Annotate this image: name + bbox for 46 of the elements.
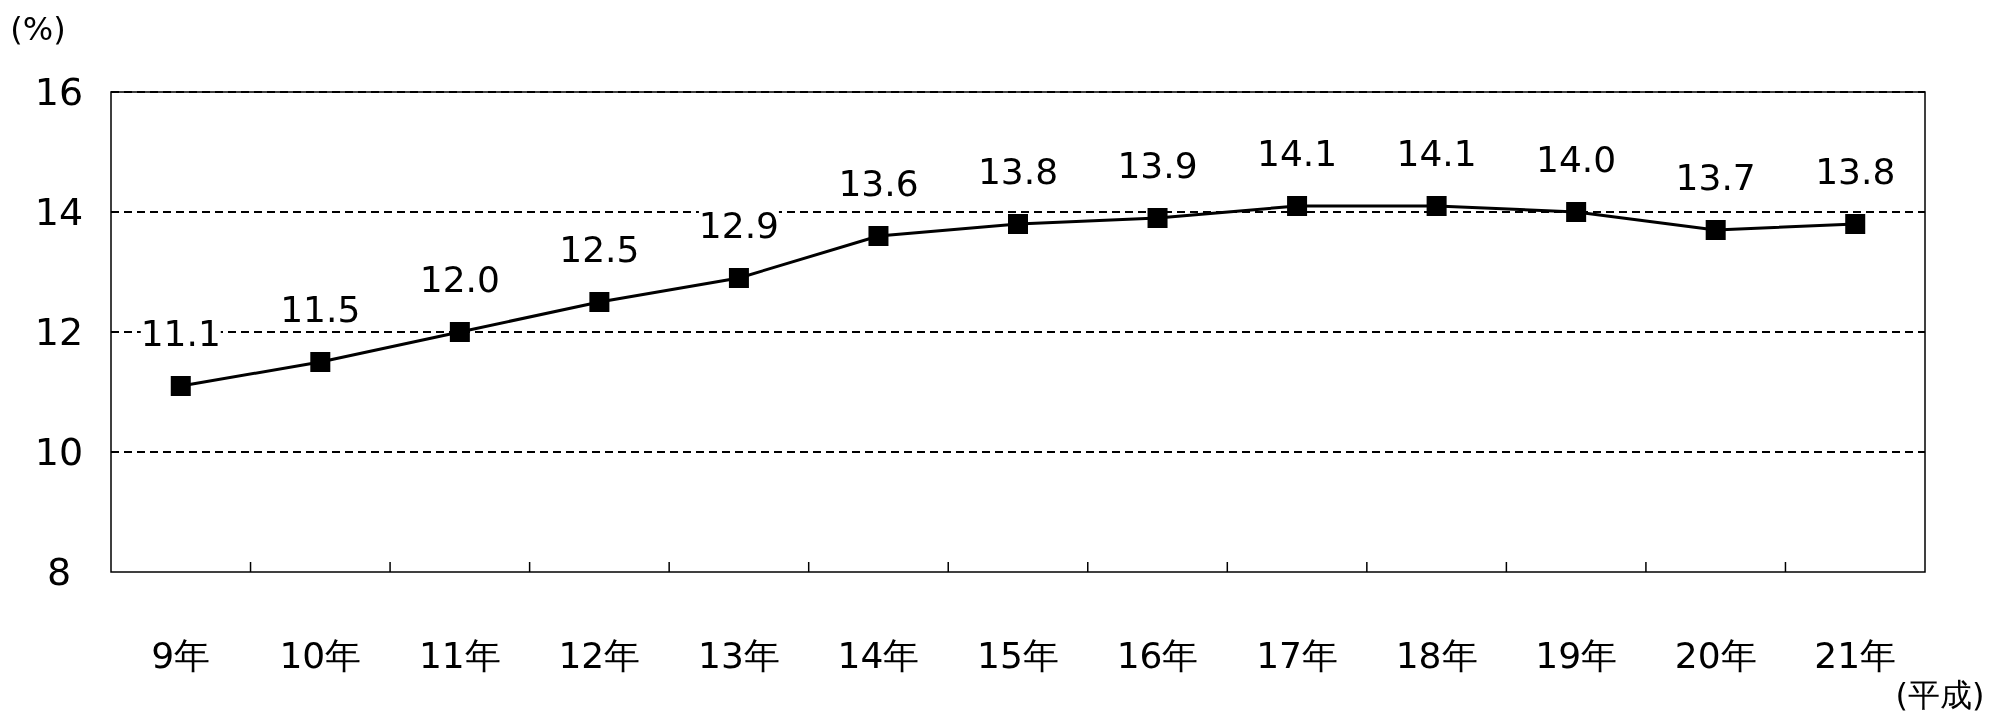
data-label: 14.0: [1536, 139, 1617, 180]
data-label: 12.0: [419, 259, 500, 300]
y-axis-title: (%): [10, 10, 66, 48]
data-label: 13.6: [838, 163, 919, 204]
point: [1845, 214, 1866, 234]
point: [1008, 214, 1028, 234]
point: [589, 292, 610, 312]
y-tick-label: 10: [34, 430, 84, 474]
point: [728, 268, 749, 288]
data-label: 11.1: [140, 313, 221, 354]
data-label: 14.1: [1396, 133, 1477, 174]
point: [1705, 220, 1726, 240]
point: [170, 376, 191, 396]
x-tick-label: 11年: [418, 635, 501, 676]
data-label: 13.8: [1815, 151, 1896, 192]
x-tick-label: 12年: [558, 635, 641, 676]
data-label: 12.9: [698, 205, 779, 246]
point: [1426, 196, 1447, 216]
x-tick-label: 14年: [837, 635, 920, 676]
x-tick-label: 15年: [977, 635, 1059, 676]
y-tick-label: 14: [34, 190, 84, 234]
point: [1566, 202, 1587, 222]
x-tick-label: 16年: [1116, 635, 1199, 676]
point: [868, 226, 889, 246]
point: [449, 322, 470, 342]
x-axis-title: (平成): [1895, 676, 1985, 714]
point: [1147, 208, 1168, 228]
x-tick-label: 10年: [279, 635, 362, 676]
point: [1287, 196, 1308, 216]
x-tick-label: 17年: [1256, 635, 1338, 676]
x-tick-label: 18年: [1395, 635, 1478, 676]
data-label: 13.9: [1117, 145, 1198, 186]
y-tick-label: 16: [34, 70, 84, 114]
x-tick-label: 19年: [1535, 635, 1618, 676]
x-tick-label: 20年: [1674, 635, 1757, 676]
x-tick-label: 9年: [151, 635, 211, 676]
data-label: 13.8: [977, 151, 1059, 192]
x-tick-label: 13年: [698, 635, 780, 676]
data-label: 11.5: [280, 289, 361, 330]
data-label: 12.5: [559, 229, 640, 270]
y-tick-label: 8: [46, 550, 72, 594]
data-label: 13.7: [1675, 157, 1756, 198]
x-tick-label: 21年: [1814, 635, 1897, 676]
data-label: 14.1: [1257, 133, 1338, 174]
point: [310, 352, 331, 372]
y-tick-label: 12: [34, 310, 84, 354]
